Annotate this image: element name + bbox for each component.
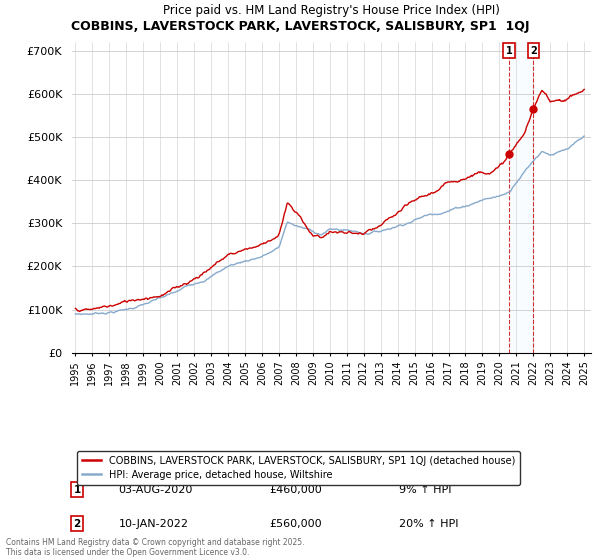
Text: 1: 1 [74, 484, 81, 494]
Text: £560,000: £560,000 [269, 519, 322, 529]
Legend: COBBINS, LAVERSTOCK PARK, LAVERSTOCK, SALISBURY, SP1 1QJ (detached house), HPI: : COBBINS, LAVERSTOCK PARK, LAVERSTOCK, SA… [77, 451, 520, 484]
Text: 2: 2 [530, 45, 537, 55]
Text: 10-JAN-2022: 10-JAN-2022 [119, 519, 189, 529]
Text: 1: 1 [506, 45, 512, 55]
Text: 9% ↑ HPI: 9% ↑ HPI [399, 484, 451, 494]
Text: 20% ↑ HPI: 20% ↑ HPI [399, 519, 458, 529]
Title: Price paid vs. HM Land Registry's House Price Index (HPI): Price paid vs. HM Land Registry's House … [163, 4, 500, 17]
Text: 2: 2 [74, 519, 81, 529]
Bar [509, 42, 533, 353]
Text: Contains HM Land Registry data © Crown copyright and database right 2025.
This d: Contains HM Land Registry data © Crown c… [6, 538, 305, 557]
Text: 03-AUG-2020: 03-AUG-2020 [119, 484, 193, 494]
Text: £460,000: £460,000 [269, 484, 322, 494]
Text: COBBINS, LAVERSTOCK PARK, LAVERSTOCK, SALISBURY, SP1  1QJ: COBBINS, LAVERSTOCK PARK, LAVERSTOCK, SA… [71, 20, 529, 32]
